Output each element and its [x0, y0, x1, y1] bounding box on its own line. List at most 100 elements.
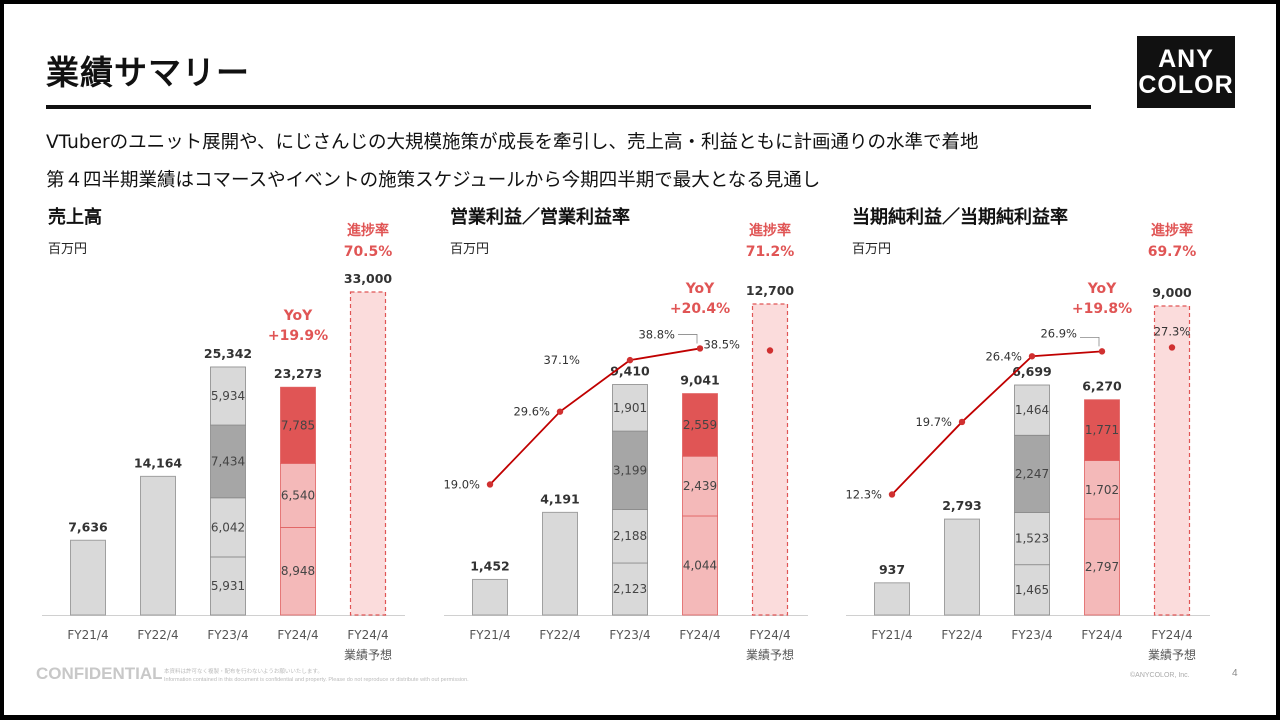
margin-point — [696, 345, 704, 352]
operating-profit-chart-title: 営業利益／営業利益率 — [450, 207, 630, 228]
margin-label: 38.8% — [638, 327, 675, 341]
segment-label: 2,797 — [1085, 560, 1119, 574]
bar-segment — [280, 527, 316, 616]
segment-label: 2,439 — [683, 479, 717, 493]
segment-label: 1,771 — [1085, 423, 1119, 437]
yoy-label: YoY — [1087, 281, 1117, 297]
segment-label: 6,042 — [211, 520, 245, 534]
margin-point — [556, 408, 564, 415]
total-label: 1,452 — [470, 558, 510, 573]
total-label: 12,700 — [746, 283, 795, 298]
progress-label: 進捗率 — [1151, 222, 1193, 239]
progress-value: 70.5% — [344, 244, 393, 260]
margin-label: 38.5% — [703, 338, 740, 352]
total-label: 937 — [879, 562, 905, 577]
segment-label: 1,464 — [1015, 403, 1049, 417]
bar — [944, 518, 980, 616]
bar-segment — [1084, 399, 1120, 461]
x-tick-label: FY24/4 — [679, 628, 720, 642]
margin-label: 26.4% — [985, 349, 1022, 363]
x-tick-label: FY24/4 — [749, 628, 790, 642]
segment-label: 5,934 — [211, 389, 245, 403]
segment-label: 2,559 — [683, 418, 717, 432]
logo-line-2: COLOR — [1138, 71, 1234, 99]
margin-label: 37.1% — [543, 353, 580, 367]
progress-value: 71.2% — [746, 244, 795, 260]
segment-label: 5,931 — [211, 579, 245, 593]
title-divider — [46, 105, 1091, 109]
forecast-bar — [1153, 305, 1191, 616]
bar-segment — [612, 384, 648, 432]
total-label: 6,699 — [1012, 364, 1052, 379]
progress-value: 69.7% — [1148, 244, 1197, 260]
x-tick-label: FY21/4 — [67, 628, 108, 642]
yoy-label: YoY — [685, 281, 715, 297]
logo-line-1: ANY — [1158, 45, 1214, 73]
x-tick-label: FY24/4 — [1151, 628, 1192, 642]
bar — [70, 539, 106, 616]
page-number: 4 — [1232, 668, 1238, 679]
bar-segment — [1014, 384, 1050, 436]
bar-segment — [682, 455, 718, 517]
progress-label: 進捗率 — [749, 222, 791, 239]
margin-point — [888, 491, 896, 498]
bar-segment — [1014, 434, 1050, 513]
margin-label: 19.0% — [443, 477, 480, 491]
segment-label: 3,199 — [613, 463, 647, 477]
segment-label: 1,523 — [1015, 532, 1049, 546]
yoy-value: +19.9% — [268, 328, 328, 344]
segment-label: 2,123 — [613, 582, 647, 596]
page-title: 業績サマリー — [46, 53, 250, 92]
bar-segment — [682, 515, 718, 616]
revenue-chart-title: 売上高 — [48, 207, 102, 228]
leader-line — [678, 334, 698, 344]
margin-point — [958, 418, 966, 426]
segment-label: 1,702 — [1085, 483, 1119, 497]
forecast-bar — [349, 291, 387, 616]
yoy-value: +19.8% — [1072, 301, 1132, 317]
progress-label: 進捗率 — [347, 222, 389, 239]
x-tick-label: FY21/4 — [469, 628, 510, 642]
bar-segment — [280, 463, 316, 528]
segment-label: 7,434 — [211, 454, 245, 468]
bar-segment — [210, 366, 246, 426]
margin-point — [1098, 348, 1106, 355]
x-tick-label: FY23/4 — [207, 628, 248, 642]
bar — [472, 578, 508, 616]
total-label: 9,041 — [680, 373, 720, 388]
bar-segment — [280, 386, 316, 464]
x-tick-label: FY22/4 — [137, 628, 178, 642]
bar-segment — [1014, 512, 1050, 566]
margin-point — [1168, 344, 1176, 351]
x-tick-label: FY23/4 — [609, 628, 650, 642]
total-label: 7,636 — [68, 519, 108, 534]
bar-segment — [612, 430, 648, 510]
x-tick-label: FY24/4 — [1081, 628, 1122, 642]
total-label: 2,793 — [942, 498, 982, 513]
yoy-value: +20.4% — [670, 301, 730, 317]
bar — [140, 475, 176, 616]
copyright: ©ANYCOLOR, Inc. — [1130, 672, 1190, 679]
segment-label: 7,785 — [281, 418, 315, 432]
bar-segment — [210, 424, 246, 499]
bar — [874, 582, 910, 616]
total-label: 4,191 — [540, 491, 580, 506]
margin-label: 26.9% — [1040, 326, 1077, 340]
bar-segment — [682, 393, 718, 457]
x-tick-label: 業績予想 — [344, 647, 392, 662]
segment-label: 8,948 — [281, 564, 315, 578]
segment-label: 4,044 — [683, 558, 717, 572]
net-income-unit: 百万円 — [852, 242, 892, 257]
total-label: 23,273 — [274, 366, 322, 381]
x-tick-label: FY24/4 — [277, 628, 318, 642]
subtitle-2: 第４四半期業績はコマースやイベントの施策スケジュールから今期四半期で最大となる見… — [46, 170, 821, 191]
margin-label: 29.6% — [513, 405, 550, 419]
margin-point — [1028, 353, 1036, 360]
total-label: 6,270 — [1082, 379, 1122, 394]
bar — [542, 511, 578, 616]
segment-label: 1,465 — [1015, 583, 1049, 597]
revenue-unit: 百万円 — [48, 242, 88, 257]
margin-label: 19.7% — [915, 415, 952, 429]
x-tick-label: FY21/4 — [871, 628, 912, 642]
margin-point — [766, 347, 774, 354]
